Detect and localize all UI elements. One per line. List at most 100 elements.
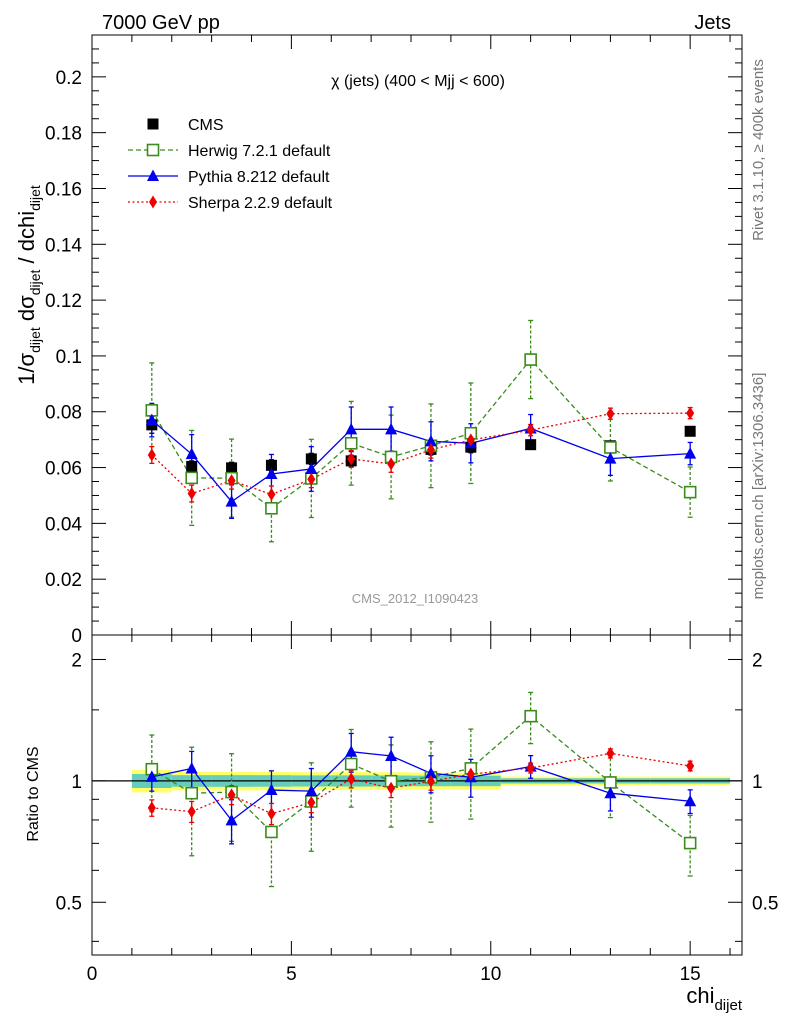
svg-text:1/σdijet dσdijet / dchidijet: 1/σdijet dσdijet / dchidijet [14, 185, 43, 385]
ratio-pythia-point [385, 749, 398, 761]
ratio-plot-frame [91, 634, 743, 956]
main-y-tick-label: 0.12 [45, 291, 82, 312]
main-pythia-point [225, 495, 238, 507]
rivet-label: Rivet 3.1.10, ≥ 400k events [750, 59, 767, 241]
x-tick-label: 15 [680, 964, 701, 985]
main-pythia-line [151, 419, 691, 503]
main-herwig-point [683, 485, 697, 499]
mcplots-label: mcplots.cern.ch [arXiv:1306.3436] [750, 373, 767, 600]
ratio-pythia-point [604, 786, 617, 799]
legend-herwig-marker [146, 143, 160, 157]
ratio-y-tick-label: 2 [71, 650, 82, 671]
ratio-herwig-point [604, 776, 617, 789]
main-sherpa-point [387, 457, 396, 471]
main-sherpa-point [307, 472, 316, 486]
ratio-herwig-point [344, 757, 358, 771]
series-lines [151, 358, 691, 844]
process-label: Jets [694, 12, 731, 34]
analysis-watermark: CMS_2012_I1090423 [352, 591, 479, 606]
ratio-herwig-line [151, 715, 691, 844]
ratio-sherpa-point [307, 795, 316, 809]
main-herwig-line [151, 358, 691, 510]
main-sherpa-point [187, 487, 196, 501]
legend-sherpa-label: Sherpa 2.2.9 default [188, 195, 333, 212]
main-pythia-point [265, 467, 278, 479]
main-y-tick-label: 0.14 [45, 235, 82, 256]
ratio-y-tick-label: 1 [71, 772, 82, 793]
ratio-sherpa-point [426, 774, 435, 788]
ratio-sherpa-point [147, 801, 156, 815]
ratio-pythia-point [345, 745, 358, 757]
plot-title: χ (jets) (400 < Mjj < 600) [331, 73, 505, 90]
ratio-pythia-point [145, 770, 158, 782]
x-axis-label: chidijet [686, 983, 742, 1014]
main-pythia-point [185, 447, 198, 460]
ratio-pythia-point [185, 762, 198, 774]
legend-pythia-marker [147, 169, 159, 181]
main-pythia-point [684, 447, 697, 459]
main-herwig-point [185, 471, 198, 485]
main-herwig-point [524, 353, 537, 366]
legend: CMS Herwig 7.2.1 default Pythia 8.212 defa… [128, 117, 333, 212]
ratio-sherpa-point [686, 759, 695, 773]
ratio-sherpa-point [187, 805, 196, 819]
main-pythia-point [424, 434, 437, 447]
x-tick-label: 10 [480, 964, 501, 985]
main-y-tick-label: 0 [71, 626, 82, 647]
ratio-pythia-line [151, 751, 691, 822]
ratio-y-tick-label: 0.5 [56, 893, 82, 914]
main-pythia-point [145, 413, 158, 426]
main-pythia-point [604, 452, 617, 464]
ratio-pythia-point [265, 783, 278, 796]
ratio-sherpa-point [387, 781, 396, 795]
main-cms-point [305, 453, 317, 465]
main-sherpa-point [147, 448, 156, 462]
main-herwig-point [265, 502, 278, 515]
main-y-axis-label: 1/σdijet dσdijet / dchidijet [14, 185, 43, 385]
ratio-y-tick-label-right: 1 [752, 772, 763, 793]
main-sherpa-point [426, 443, 435, 457]
ratio-sherpa-point [526, 761, 535, 775]
x-tick-label: 5 [286, 964, 297, 985]
main-y-tick-label: 0.16 [45, 179, 82, 200]
ratio-pythia-point [684, 794, 697, 807]
main-sherpa-point [466, 433, 475, 447]
main-pythia-point [385, 422, 398, 435]
main-cms-point [265, 459, 277, 471]
ratio-pythia-point [305, 784, 318, 797]
main-sherpa-point [227, 474, 236, 488]
ratio-pythia-point [424, 766, 437, 779]
main-sherpa-point [347, 452, 356, 466]
main-y-tick-label: 0.06 [45, 459, 82, 480]
main-cms-point [684, 425, 696, 437]
main-y-tick-label: 0.04 [45, 514, 82, 535]
legend-pythia-label: Pythia 8.212 default [188, 169, 330, 186]
legend-sherpa-marker [149, 195, 157, 209]
main-sherpa-point [606, 407, 615, 421]
ratio-herwig-point [524, 709, 537, 723]
main-sherpa-line [151, 412, 691, 496]
ratio-sherpa-point [267, 807, 276, 821]
legend-cms-label: CMS [188, 117, 224, 134]
ratio-sherpa-point [227, 788, 236, 802]
main-pythia-point [345, 422, 358, 435]
main-y-tick-label: 0.1 [56, 347, 82, 368]
main-y-tick-label: 0.2 [56, 68, 82, 89]
legend-cms-marker [147, 118, 159, 130]
energy-label: 7000 GeV pp [102, 12, 220, 34]
main-sherpa-point [526, 423, 535, 437]
x-tick-label: 0 [87, 964, 98, 985]
ratio-y-axis-label: Ratio to CMS [25, 746, 42, 841]
main-y-tick-label: 0.02 [45, 570, 82, 591]
data-markers [145, 353, 697, 850]
main-herwig-point [344, 436, 358, 450]
axes: 0 0.02 0.04 0.06 0.08 0.1 0.12 0.14 0.16 0.18 0.2 0… [45, 34, 778, 985]
main-sherpa-point [686, 406, 695, 420]
main-cms-point [525, 439, 537, 451]
main-y-tick-label: 0.18 [45, 124, 82, 145]
legend-herwig-label: Herwig 7.2.1 default [188, 143, 331, 160]
main-y-tick-label: 0.08 [45, 403, 82, 424]
ratio-y-tick-label-right: 2 [752, 650, 763, 671]
ratio-sherpa-point [606, 746, 615, 760]
